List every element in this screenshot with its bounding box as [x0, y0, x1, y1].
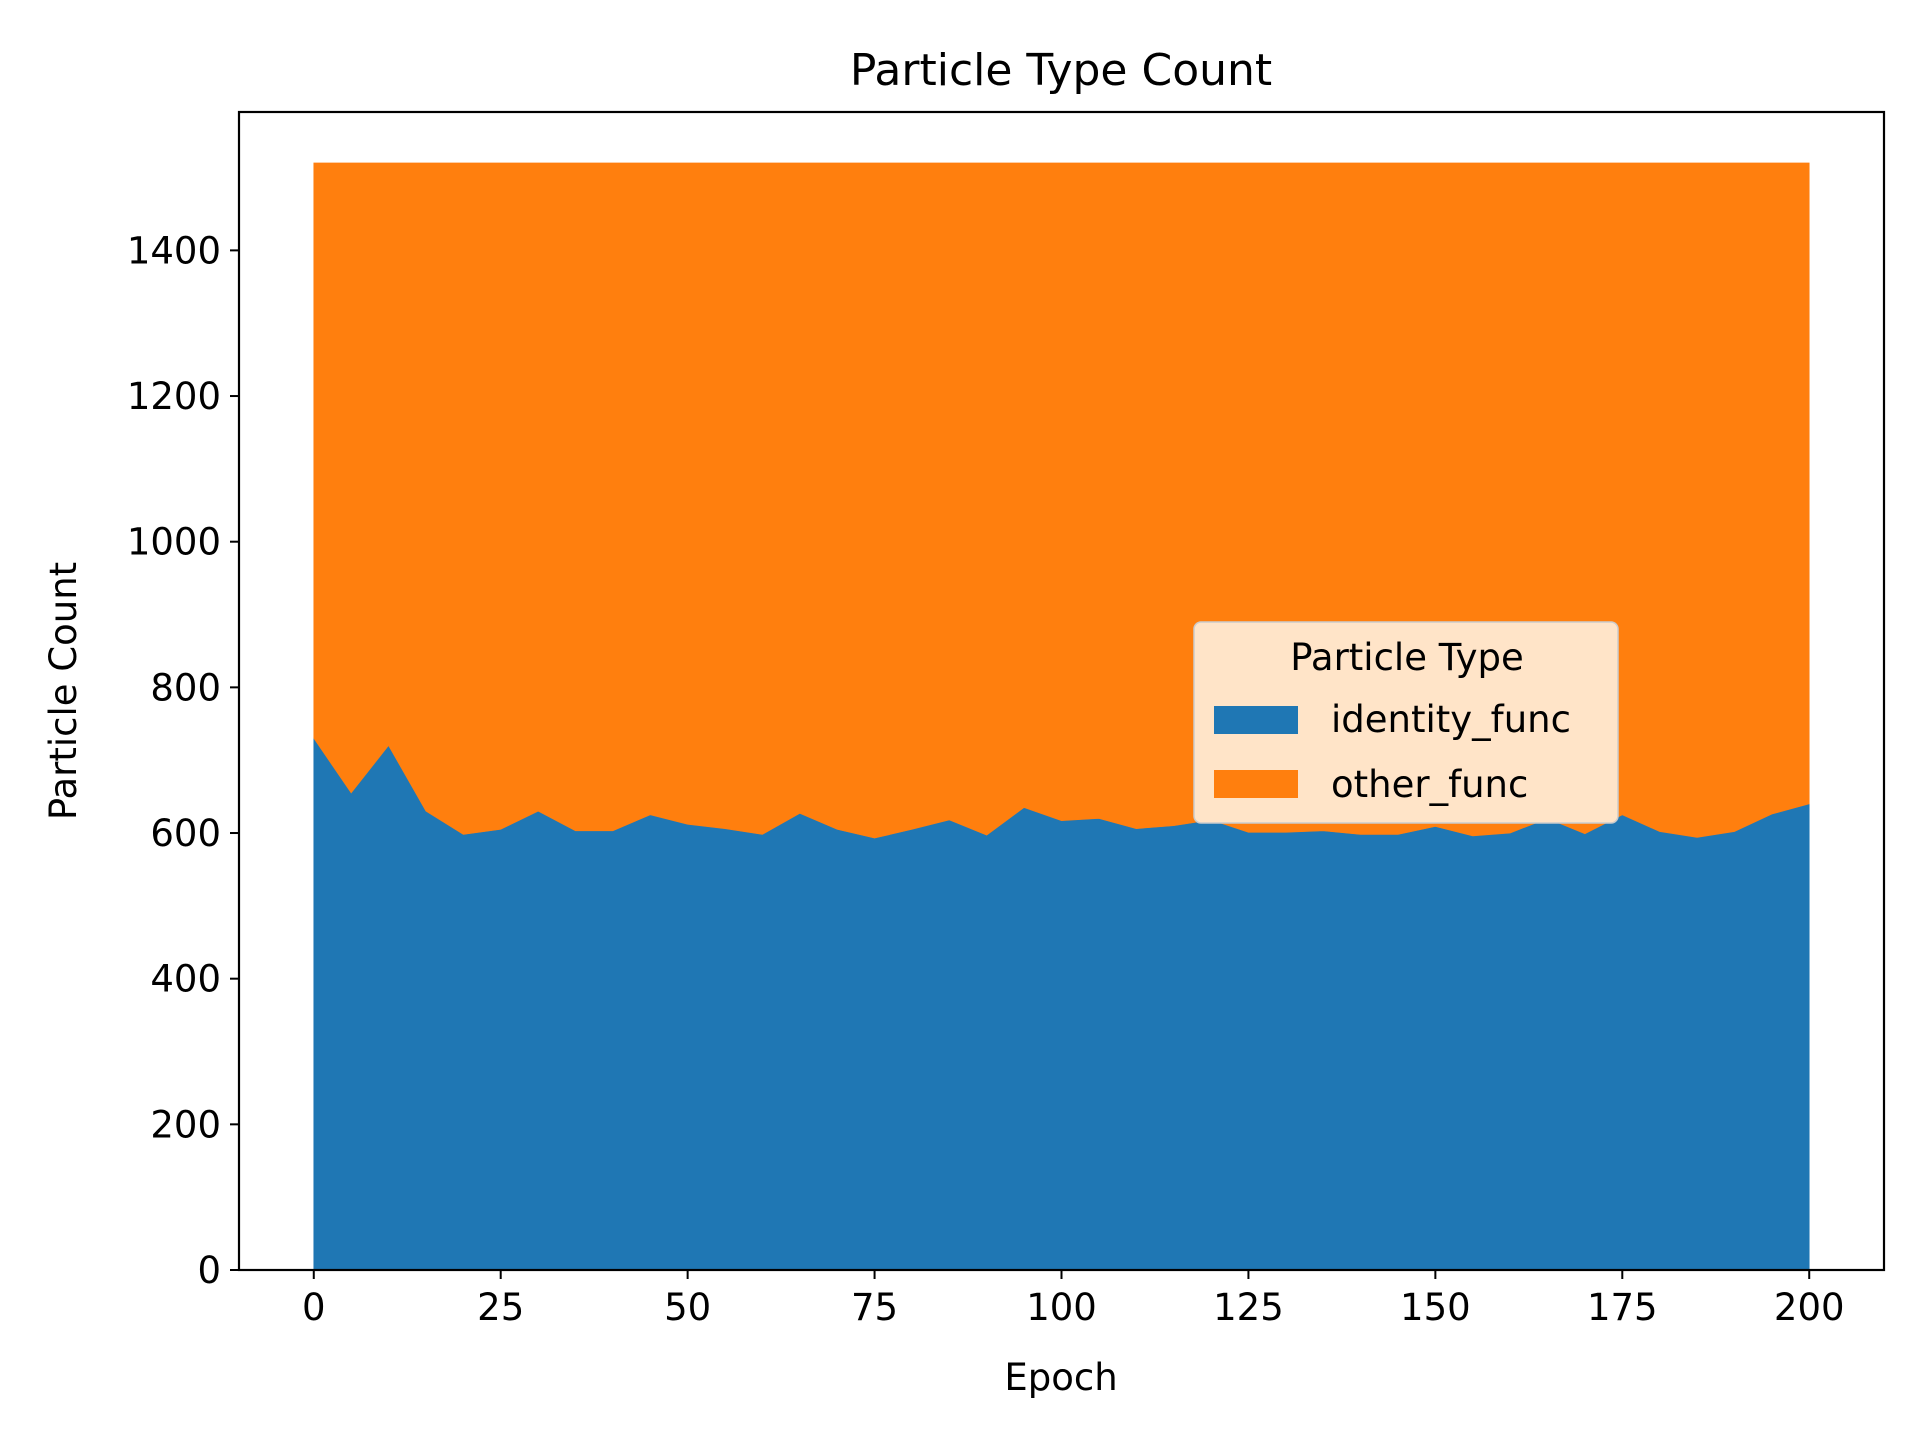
y-tick-label: 400: [150, 958, 221, 1001]
y-tick-label: 1000: [127, 521, 221, 564]
y-tick-label: 1400: [127, 229, 221, 272]
x-tick-label: 75: [851, 1286, 898, 1329]
x-tick-label: 125: [1213, 1286, 1284, 1329]
x-axis-label: Epoch: [1004, 1356, 1117, 1399]
x-tick-label: 0: [302, 1286, 326, 1329]
x-axis: 0 25 50 75 100 125 150 175 200: [302, 1270, 1845, 1329]
legend-label-identity-func: identity_func: [1331, 698, 1571, 741]
y-tick-label: 600: [150, 812, 221, 855]
y-tick-label: 200: [150, 1103, 221, 1146]
legend: Particle Type identity_func other_func: [1193, 621, 1619, 824]
y-tick-label: 800: [150, 666, 221, 709]
x-tick-label: 50: [664, 1286, 711, 1329]
y-tick-label: 1200: [127, 375, 221, 418]
area-series-group: [313, 162, 1810, 1271]
x-tick-label: 100: [1026, 1286, 1097, 1329]
legend-swatch-other-func: [1214, 770, 1298, 798]
legend-swatch-identity-func: [1214, 706, 1298, 734]
legend-label-other-func: other_func: [1331, 763, 1528, 806]
y-axis: 0 200 400 600 800 1000 1200 1400: [127, 229, 239, 1292]
x-tick-label: 200: [1774, 1286, 1845, 1329]
x-tick-label: 25: [477, 1286, 524, 1329]
x-tick-label: 150: [1400, 1286, 1471, 1329]
y-axis-label: Particle Count: [42, 562, 85, 820]
x-tick-label: 175: [1587, 1286, 1658, 1329]
legend-title: Particle Type: [1290, 636, 1523, 679]
legend-box: [1193, 621, 1619, 824]
y-tick-label: 0: [197, 1249, 221, 1292]
chart-title: Particle Type Count: [850, 45, 1272, 96]
